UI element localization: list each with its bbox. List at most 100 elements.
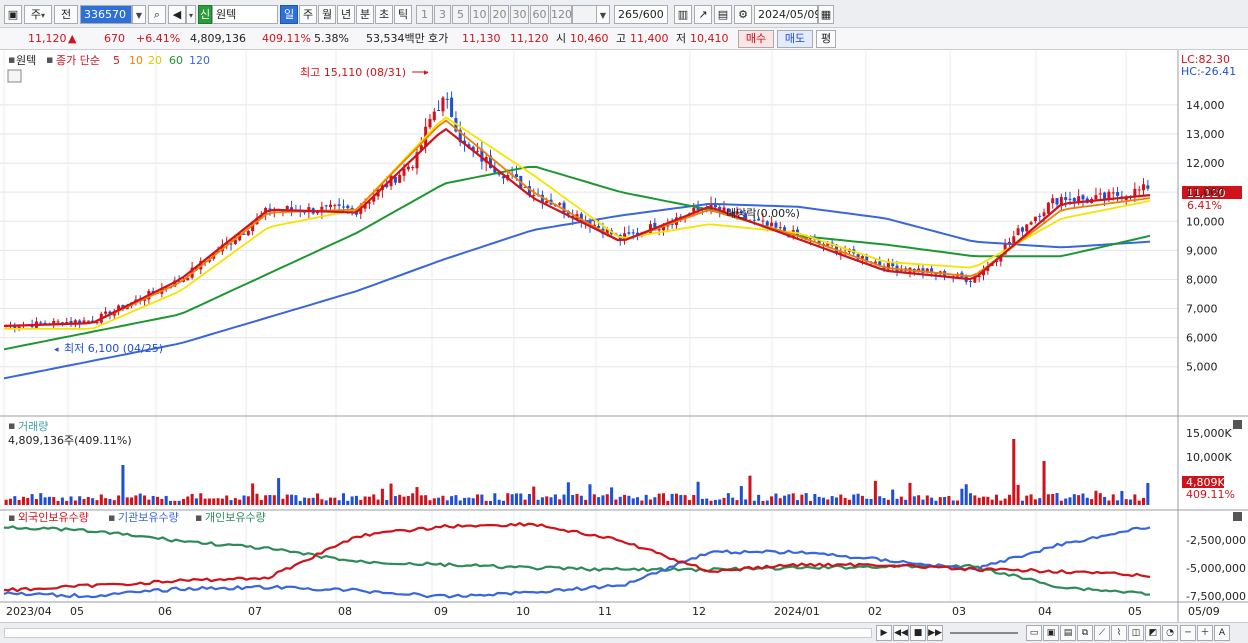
volume-bar [34,499,38,505]
font-size-icon[interactable]: A [1214,625,1230,641]
interval-button-5[interactable]: 5 [452,5,469,24]
bar-count-input[interactable]: 265/600 [614,5,668,24]
timeframe-minute[interactable]: 분 [356,5,374,24]
candle-body [770,222,774,227]
buy-button[interactable]: 매수 [738,30,774,48]
period-select[interactable]: 주▾ [24,5,52,24]
drawing-tool-icon[interactable]: ↗ [694,5,712,24]
volume-bar [1141,497,1146,505]
volume-bar [610,487,614,505]
volume-bar [398,494,402,505]
settings-icon[interactable]: ⚙ [734,5,752,24]
layout-icon-3[interactable]: ▤ [1060,625,1076,641]
chart-menu-icon[interactable]: ▣ [4,5,22,24]
candle-type-icon[interactable]: ▥ [674,5,692,24]
candle-body [56,321,60,323]
range-select[interactable]: 전 [54,5,78,24]
interval-button-20[interactable]: 20 [490,5,509,24]
volume-bar [220,498,224,505]
layout-icon-5[interactable]: ⟋ [1094,625,1110,641]
layout-icon-1[interactable]: ▭ [1026,625,1042,641]
volume-bar [1072,494,1076,505]
volume-bar [1003,498,1007,505]
price-ytick: 6,000 [1186,332,1218,345]
zoom-in-icon[interactable]: ＋ [1197,625,1213,641]
timeframe-month[interactable]: 월 [318,5,336,24]
candle-body [164,287,168,289]
scroll-stop-icon[interactable]: ■ [910,625,926,641]
scroll-forward-icon[interactable]: ▶▶ [927,625,943,641]
volume-bar [878,496,882,505]
interval-dropdown-icon[interactable]: ▼ [596,5,610,24]
volume-bar [117,495,121,505]
candle-body [290,207,294,211]
save-icon[interactable]: ▤ [714,5,732,24]
candle-body [307,207,311,213]
x-tick-label: 05 [70,605,84,618]
timeframe-tick[interactable]: 틱 [394,5,412,24]
candle-body [385,184,389,188]
change-percent: +6.41% [136,32,181,45]
volume-bar [341,493,345,505]
volume-percent: 409.11% [262,32,311,45]
candle-body [783,227,787,233]
volume-panel-close-icon[interactable] [1233,420,1242,429]
timeframe-year[interactable]: 년 [337,5,355,24]
stock-chart[interactable]: ▪ 원텍 ▪ 종가 단순 5 10 20 60 120 LC:82.30 HC:… [0,50,1248,622]
layout-icon-6[interactable]: ⌇ [1111,625,1127,641]
x-tick-label: 11 [598,605,612,618]
volume-bar [549,497,553,505]
scroll-rewind-icon[interactable]: ◀◀ [893,625,909,641]
volume-bar [432,498,436,505]
sell-button[interactable]: 매도 [777,30,813,48]
zoom-out-icon[interactable]: ─ [1180,625,1196,641]
calendar-icon[interactable]: ▦ [818,5,834,24]
speaker-dropdown-icon[interactable]: ▾ [186,5,196,24]
candle-body [480,149,484,162]
interval-button-3[interactable]: 3 [434,5,451,24]
candle-body [441,97,445,112]
volume-bar [757,494,761,505]
stock-name-field[interactable]: 원텍 [212,5,278,24]
volume-bar [994,494,998,505]
candle-body [865,256,869,263]
search-icon[interactable]: ⌕ [148,5,166,24]
candle-body [722,207,726,212]
date-input[interactable]: 2024/05/09 [754,5,821,24]
volume-bar [713,499,717,505]
layout-icon-9[interactable]: ◔ [1162,625,1178,641]
interval-button-1[interactable]: 1 [416,5,433,24]
layout-icon-4[interactable]: ⧉ [1077,625,1093,641]
interval-button-60[interactable]: 60 [530,5,549,24]
timeframe-week[interactable]: 주 [299,5,317,24]
volume-bar [1012,439,1016,505]
scroll-play-icon[interactable]: ▶ [876,625,892,641]
interval-button-30[interactable]: 30 [510,5,529,24]
volume-bar [951,500,955,505]
volume-bar [636,497,640,505]
candle-body [207,259,211,262]
horizontal-scrollbar[interactable] [4,628,872,638]
layout-icon-7[interactable]: ◫ [1128,625,1144,641]
candle-body [1055,198,1059,205]
volume-panel-title: 거래량 [18,420,48,433]
volume-bar [216,498,220,505]
interval-button-10[interactable]: 10 [470,5,489,24]
timeframe-second[interactable]: 초 [375,5,393,24]
zoom-slider[interactable] [950,632,1018,634]
code-dropdown-icon[interactable]: ▼ [132,5,146,24]
volume-bar [488,500,493,505]
volume-bar [683,495,687,505]
eval-button[interactable]: 평 [816,30,836,48]
holdings-panel-close-icon[interactable] [1233,512,1242,521]
timeframe-day[interactable]: 일 [280,5,298,24]
stock-code-input[interactable]: 336570 [80,5,132,24]
interval-button-120[interactable]: 120 [550,5,572,24]
layout-icon-2[interactable]: ▣ [1043,625,1059,641]
speaker-icon[interactable]: ◀ [168,5,186,24]
volume-bar [121,465,125,505]
candle-body [597,225,601,228]
table-toggle-icon[interactable] [7,69,22,83]
layout-icon-8[interactable]: ◩ [1145,625,1161,641]
candle-body [242,233,246,235]
